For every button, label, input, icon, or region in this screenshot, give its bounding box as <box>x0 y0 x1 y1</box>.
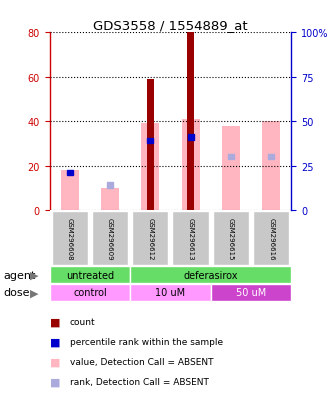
FancyBboxPatch shape <box>213 211 249 266</box>
Bar <box>268 154 274 160</box>
Text: agent: agent <box>3 270 36 280</box>
Bar <box>147 138 153 144</box>
Bar <box>61 171 79 211</box>
Text: GSM296616: GSM296616 <box>268 217 274 259</box>
Bar <box>67 171 73 176</box>
Text: ▶: ▶ <box>30 270 39 280</box>
FancyBboxPatch shape <box>92 211 128 266</box>
Text: deferasirox: deferasirox <box>183 270 238 280</box>
Bar <box>188 135 194 140</box>
Text: GSM296612: GSM296612 <box>147 217 153 259</box>
Title: GDS3558 / 1554889_at: GDS3558 / 1554889_at <box>93 19 248 32</box>
FancyBboxPatch shape <box>50 284 130 301</box>
FancyBboxPatch shape <box>130 284 211 301</box>
FancyBboxPatch shape <box>211 284 291 301</box>
Text: rank, Detection Call = ABSENT: rank, Detection Call = ABSENT <box>70 377 209 386</box>
FancyBboxPatch shape <box>52 211 88 266</box>
Bar <box>228 154 234 160</box>
Bar <box>141 124 160 211</box>
Text: percentile rank within the sample: percentile rank within the sample <box>70 337 223 347</box>
Text: ■: ■ <box>50 357 60 367</box>
Text: dose: dose <box>3 287 30 298</box>
FancyBboxPatch shape <box>172 211 209 266</box>
Text: ■: ■ <box>50 337 60 347</box>
Text: ■: ■ <box>50 317 60 327</box>
Text: control: control <box>73 287 107 298</box>
Text: untreated: untreated <box>66 270 114 280</box>
Text: 50 uM: 50 uM <box>236 287 266 298</box>
Bar <box>222 126 240 211</box>
Bar <box>107 183 113 188</box>
Text: GSM296609: GSM296609 <box>107 217 113 259</box>
FancyBboxPatch shape <box>130 266 291 283</box>
Bar <box>181 120 200 211</box>
Bar <box>101 188 119 211</box>
FancyBboxPatch shape <box>132 211 168 266</box>
Text: GSM296608: GSM296608 <box>67 217 73 259</box>
Text: count: count <box>70 318 95 327</box>
Bar <box>187 33 194 211</box>
Text: 10 uM: 10 uM <box>155 287 186 298</box>
Bar <box>262 122 280 211</box>
Text: value, Detection Call = ABSENT: value, Detection Call = ABSENT <box>70 357 213 366</box>
Text: GSM296615: GSM296615 <box>228 217 234 259</box>
FancyBboxPatch shape <box>50 266 130 283</box>
Text: ▶: ▶ <box>30 287 39 298</box>
Bar <box>147 80 154 211</box>
Text: GSM296613: GSM296613 <box>188 217 194 259</box>
FancyBboxPatch shape <box>253 211 289 266</box>
Text: ■: ■ <box>50 377 60 387</box>
